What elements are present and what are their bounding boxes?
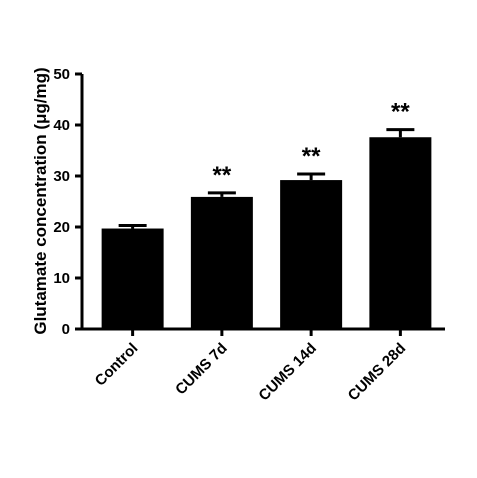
bar bbox=[369, 137, 432, 329]
y-tick-label: 10 bbox=[53, 270, 70, 287]
y-tick-label: 0 bbox=[62, 321, 70, 338]
y-axis: 0 10 20 30 40 50 bbox=[53, 66, 84, 338]
x-tick-label: CUMS 7d bbox=[172, 340, 231, 399]
bar bbox=[190, 196, 253, 329]
x-axis: Control CUMS 7d CUMS 14d CUMS 28d bbox=[80, 327, 445, 404]
x-tick-label: Control bbox=[92, 340, 142, 390]
bars: ** ** ** bbox=[101, 99, 432, 329]
bar bbox=[280, 180, 343, 329]
y-tick-label: 20 bbox=[53, 219, 70, 236]
significance-label: ** bbox=[213, 162, 232, 189]
x-tick-label: CUMS 14d bbox=[255, 340, 319, 404]
significance-label: ** bbox=[391, 99, 410, 126]
x-tick-label: CUMS 28d bbox=[345, 340, 409, 404]
significance-label: ** bbox=[302, 143, 321, 170]
bar bbox=[101, 228, 164, 329]
y-tick-label: 50 bbox=[53, 66, 70, 83]
y-tick-label: 30 bbox=[53, 168, 70, 185]
y-axis-label: Glutamate concentration (μg/mg) bbox=[31, 67, 50, 334]
y-tick-label: 40 bbox=[53, 117, 70, 134]
